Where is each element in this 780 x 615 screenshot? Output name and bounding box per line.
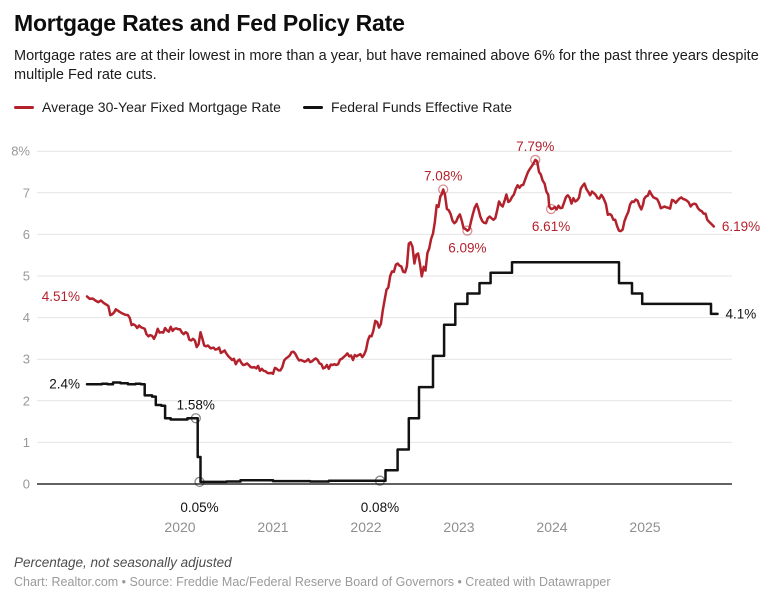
chart-header: Mortgage Rates and Fed Policy Rate Mortg…	[0, 0, 780, 115]
annotation-label: 7.08%	[424, 168, 462, 183]
annotation-label: 2.4%	[49, 377, 80, 392]
data-point-marker	[530, 154, 541, 166]
data-point-marker	[374, 475, 386, 486]
y-axis-label: 8%	[11, 144, 30, 159]
y-axis-label: 3	[23, 352, 30, 367]
annotation-label: 0.08%	[361, 500, 399, 515]
annotation-label: 1.58%	[177, 397, 215, 412]
chart-footer: Percentage, not seasonally adjusted Char…	[0, 555, 780, 589]
rate-line-chart: 0 1 2 3 4 5 6 7 8% 2020 2021 2022 2023 2024 2025 4.51% 7…	[11, 139, 760, 535]
data-point-marker	[438, 184, 449, 195]
legend-item: Average 30-Year Fixed Mortgage Rate	[14, 99, 281, 115]
data-point-marker	[545, 203, 557, 215]
legend-swatch	[14, 105, 34, 109]
page-title: Mortgage Rates and Fed Policy Rate	[14, 10, 405, 36]
x-axis-label: 2022	[350, 519, 381, 535]
data-point-marker	[462, 225, 473, 236]
legend: Average 30-Year Fixed Mortgage Rate Feder…	[14, 99, 768, 115]
annotation-label: 0.05%	[180, 500, 218, 515]
legend-swatch	[302, 105, 323, 109]
data-point-marker	[194, 476, 205, 488]
fed-funds-line	[85, 261, 719, 484]
y-axis-label: 1	[23, 435, 30, 450]
footer-credit: Chart: Realtor.com • Source: Freddie Mac…	[14, 575, 611, 589]
x-axis-label: 2021	[257, 519, 288, 535]
y-axis-label: 2	[23, 393, 30, 408]
annotation-label: 6.09%	[448, 241, 486, 256]
y-axis-label: 6	[23, 227, 30, 242]
y-axis-label: 0	[23, 477, 30, 492]
annotation-label: 6.19%	[722, 219, 760, 234]
x-axis-label: 2020	[164, 519, 195, 535]
mortgage-rate-line	[85, 158, 716, 376]
annotation-label: 4.51%	[42, 289, 80, 304]
x-axis-label: 2023	[443, 519, 474, 535]
footer-note: Percentage, not seasonally adjusted	[14, 555, 232, 570]
x-axis-label: 2024	[536, 519, 567, 535]
data-point-marker	[190, 413, 201, 424]
y-axis-label: 4	[23, 310, 30, 325]
legend-label: Federal Funds Effective Rate	[330, 99, 512, 115]
y-axis-label: 7	[23, 185, 30, 200]
annotation-label: 4.1%	[726, 306, 757, 321]
legend-item: Federal Funds Effective Rate	[302, 99, 512, 115]
x-axis-label: 2025	[629, 519, 660, 535]
annotation-label: 6.61%	[532, 219, 570, 234]
annotation-label: 7.79%	[516, 139, 554, 154]
chart-subtitle: Mortgage rates are at their lowest in mo…	[14, 48, 759, 83]
legend-label: Average 30-Year Fixed Mortgage Rate	[42, 99, 281, 115]
y-axis-label: 5	[23, 269, 30, 284]
